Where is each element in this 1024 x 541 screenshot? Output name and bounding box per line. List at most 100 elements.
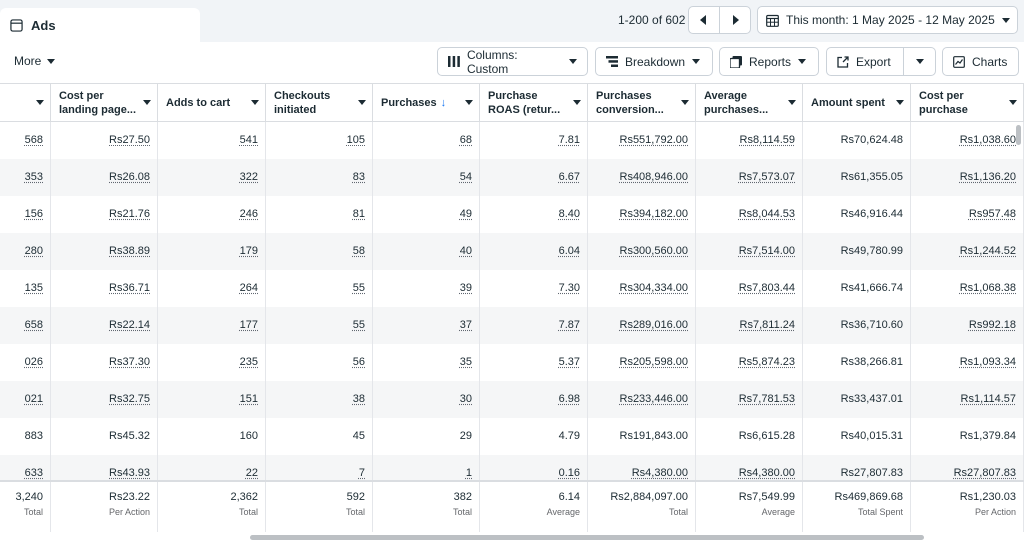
cell-value[interactable]: 56 <box>352 356 365 368</box>
cell-value[interactable]: Rs32.75 <box>109 393 150 405</box>
charts-button[interactable]: Charts <box>942 47 1019 76</box>
cell-value[interactable]: Rs394,182.00 <box>619 208 689 220</box>
cell-value[interactable]: Rs233,446.00 <box>619 393 689 405</box>
column-header-cost-per-purchase[interactable]: Cost per purchase <box>911 84 1024 121</box>
cell-value[interactable]: 55 <box>352 319 365 331</box>
cell-value[interactable]: 30 <box>459 393 472 405</box>
cell-value[interactable]: 8.40 <box>558 208 580 220</box>
cell-value[interactable]: Rs27.50 <box>109 134 150 146</box>
column-header-purchases-conversion-value[interactable]: Purchases conversion... <box>588 84 696 121</box>
cell-value[interactable]: 246 <box>239 208 258 220</box>
cell-value[interactable]: Rs21.76 <box>109 208 150 220</box>
cell-value[interactable]: 38 <box>352 393 365 405</box>
cell-value[interactable]: Rs300,560.00 <box>619 245 689 257</box>
cell-value[interactable]: Rs992.18 <box>968 319 1016 331</box>
vertical-scrollbar[interactable] <box>1016 125 1021 145</box>
table-row[interactable]: 883 Rs45.32 160 45 29 4.79 Rs191,843.00 Rs6,615… <box>0 418 1024 455</box>
cell-value[interactable]: 280 <box>24 245 43 257</box>
cell-value[interactable]: Rs1,244.52 <box>959 245 1016 257</box>
column-menu-chevron-icon[interactable] <box>251 100 259 105</box>
column-header-adds-to-cart[interactable]: Adds to cart <box>158 84 266 121</box>
breakdown-button[interactable]: Breakdown <box>595 47 713 76</box>
cell-value[interactable]: 0.16 <box>558 467 580 479</box>
column-menu-chevron-icon[interactable] <box>1009 100 1017 105</box>
column-menu-chevron-icon[interactable] <box>358 100 366 105</box>
export-options-button[interactable] <box>903 47 936 76</box>
column-menu-chevron-icon[interactable] <box>573 100 581 105</box>
cell-value[interactable]: Rs7,514.00 <box>738 245 795 257</box>
cell-value[interactable]: 22 <box>245 467 258 479</box>
cell-value[interactable]: Rs551,792.00 <box>619 134 689 146</box>
cell-value[interactable]: Rs1,093.34 <box>959 356 1016 368</box>
cell-value[interactable]: 6.04 <box>558 245 580 257</box>
table-row[interactable]: 021 Rs32.75 151 38 30 6.98 Rs233,446.00 Rs7,781… <box>0 381 1024 418</box>
cell-value[interactable]: Rs7,811.24 <box>739 319 795 331</box>
cell-value[interactable]: 68 <box>459 134 472 146</box>
reports-button[interactable]: Reports <box>719 47 819 76</box>
cell-value[interactable]: 026 <box>24 356 43 368</box>
cell-value[interactable]: Rs8,044.53 <box>738 208 795 220</box>
cell-value[interactable]: 322 <box>239 171 258 183</box>
cell-value[interactable]: 235 <box>239 356 258 368</box>
table-row[interactable]: 026 Rs37.30 235 56 35 5.37 Rs205,598.00 Rs5,874… <box>0 344 1024 381</box>
cell-value[interactable]: 177 <box>239 319 258 331</box>
cell-value[interactable]: 156 <box>24 208 43 220</box>
next-page-button[interactable] <box>719 7 750 33</box>
cell-value[interactable]: Rs289,016.00 <box>619 319 689 331</box>
cell-value[interactable]: 37 <box>459 319 472 331</box>
cell-value[interactable]: 49 <box>459 208 472 220</box>
cell-value[interactable]: 7.81 <box>558 134 580 146</box>
cell-value[interactable]: Rs7,781.53 <box>738 393 795 405</box>
cell-value[interactable]: 6.98 <box>558 393 580 405</box>
column-header-cost-per-landing-page[interactable]: Cost per landing page... <box>51 84 158 121</box>
cell-value[interactable]: 568 <box>24 134 43 146</box>
cell-value[interactable]: 35 <box>459 356 472 368</box>
table-row[interactable]: 156 Rs21.76 246 81 49 8.40 Rs394,182.00 Rs8,044… <box>0 196 1024 233</box>
column-header-purchase-roas[interactable]: Purchase ROAS (retur... <box>480 84 588 121</box>
column-menu-chevron-icon[interactable] <box>896 100 904 105</box>
cell-value[interactable]: 7.87 <box>558 319 580 331</box>
cell-value[interactable]: Rs4,380.00 <box>738 467 795 479</box>
cell-value[interactable]: 39 <box>459 282 472 294</box>
date-range-button[interactable]: This month: 1 May 2025 - 12 May 2025 <box>757 6 1018 34</box>
cell-value[interactable]: Rs38.89 <box>109 245 150 257</box>
cell-value[interactable]: Rs8,114.59 <box>739 134 795 146</box>
cell-value[interactable]: Rs5,874.23 <box>738 356 795 368</box>
cell-value[interactable]: 151 <box>239 393 258 405</box>
cell-value[interactable]: Rs22.14 <box>109 319 150 331</box>
cell-value[interactable]: Rs1,038.60 <box>959 134 1016 146</box>
column-header-checkouts-initiated[interactable]: Checkouts initiated <box>266 84 373 121</box>
column-menu-chevron-icon[interactable] <box>465 100 473 105</box>
cell-value[interactable]: 7 <box>358 467 365 479</box>
column-header-amount-spent[interactable]: Amount spent <box>803 84 911 121</box>
cell-value[interactable]: 5.37 <box>558 356 580 368</box>
sort-descending-icon[interactable]: ↓ <box>440 97 447 109</box>
column-menu-chevron-icon[interactable] <box>681 100 689 105</box>
cell-value[interactable]: 1 <box>465 467 472 479</box>
cell-value[interactable]: Rs37.30 <box>109 356 150 368</box>
column-header-purchases[interactable]: Purchases ↓ <box>373 84 480 121</box>
column-header-average-purchases-value[interactable]: Average purchases... <box>696 84 803 121</box>
cell-value[interactable]: 105 <box>346 134 365 146</box>
cell-value[interactable]: Rs7,573.07 <box>738 171 795 183</box>
cell-value[interactable]: Rs27,807.83 <box>953 467 1016 479</box>
export-button[interactable]: Export <box>826 47 905 76</box>
column-menu-chevron-icon[interactable] <box>788 100 796 105</box>
horizontal-scrollbar[interactable] <box>250 535 924 540</box>
table-row[interactable]: 353 Rs26.08 322 83 54 6.67 Rs408,946.00 Rs7,573… <box>0 159 1024 196</box>
cell-value[interactable]: 81 <box>352 208 365 220</box>
cell-value[interactable]: 021 <box>24 393 43 405</box>
cell-value[interactable]: 40 <box>459 245 472 257</box>
cell-value[interactable]: 179 <box>239 245 258 257</box>
cell-value[interactable]: 55 <box>352 282 365 294</box>
table-row[interactable]: 658 Rs22.14 177 55 37 7.87 Rs289,016.00 Rs7,811… <box>0 307 1024 344</box>
table-row[interactable]: 280 Rs38.89 179 58 40 6.04 Rs300,560.00 Rs7,514… <box>0 233 1024 270</box>
cell-value[interactable]: Rs1,114.57 <box>960 393 1016 405</box>
cell-value[interactable]: Rs36.71 <box>109 282 150 294</box>
cell-value[interactable]: 633 <box>24 467 43 479</box>
cell-value[interactable]: 264 <box>239 282 258 294</box>
ads-tab[interactable]: Ads <box>0 8 200 42</box>
cell-value[interactable]: 541 <box>239 134 258 146</box>
more-button[interactable]: More <box>14 54 56 68</box>
column-menu-chevron-icon[interactable] <box>143 100 151 105</box>
